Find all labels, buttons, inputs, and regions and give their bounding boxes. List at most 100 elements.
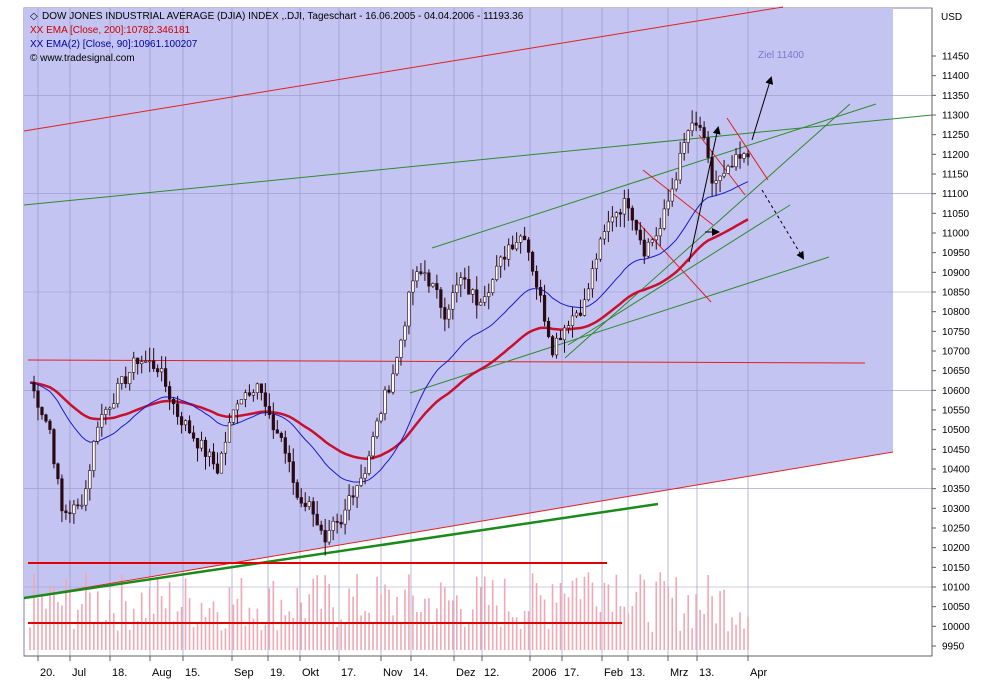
volume-bar: [467, 623, 470, 650]
candle: [666, 189, 670, 216]
candle: [550, 334, 555, 358]
candle-body: [52, 429, 56, 465]
candle: [610, 206, 614, 232]
y-axis-unit: USD: [941, 12, 962, 23]
candle: [519, 234, 523, 254]
candle: [602, 224, 606, 245]
candle: [371, 431, 375, 460]
candle: [443, 297, 447, 332]
volume-bar: [216, 612, 219, 650]
green-channel-up: [431, 103, 877, 249]
candle: [56, 462, 60, 485]
candle-body: [602, 231, 606, 240]
candle: [574, 310, 579, 318]
candle: [195, 438, 200, 462]
candle: [419, 263, 423, 276]
volume-bar: [452, 600, 454, 650]
volume-bar: [89, 592, 91, 650]
annotations: [688, 76, 805, 263]
candle: [730, 155, 734, 168]
candle: [239, 399, 244, 405]
green-support-2: [567, 204, 791, 346]
candle-body: [199, 439, 204, 449]
candle-body: [566, 325, 571, 329]
candle: [638, 222, 642, 245]
candle-body: [215, 463, 220, 474]
grid: [24, 8, 932, 656]
volume-bar: [316, 575, 318, 650]
volume-bar: [328, 583, 330, 650]
candle-body: [447, 308, 451, 320]
candle-body: [499, 256, 503, 267]
candle: [271, 402, 275, 439]
candle: [315, 501, 319, 526]
candle-body: [183, 420, 188, 426]
x-tick-label: Mrz: [670, 667, 688, 679]
candle-body: [463, 277, 467, 280]
volume-bar: [148, 587, 151, 650]
volume-bar: [595, 606, 598, 650]
candle-body: [375, 420, 379, 437]
candle-body: [379, 413, 383, 422]
candle-body: [279, 432, 283, 438]
volume-bar: [29, 627, 31, 650]
candle-body: [100, 414, 104, 428]
x-tick-label: 14.: [413, 667, 428, 679]
candle-body: [654, 235, 658, 241]
candle-body: [84, 488, 88, 506]
candle-body: [64, 510, 68, 513]
candle: [399, 338, 403, 366]
volume-bar: [268, 588, 271, 650]
candle: [702, 121, 706, 141]
volume-bar: [152, 613, 155, 650]
x-tick-label: 17.: [564, 667, 579, 679]
candle-body: [578, 312, 583, 316]
candle-body: [160, 368, 164, 373]
y-tick-label: 10750: [942, 327, 970, 338]
y-tick-label: 10150: [942, 563, 970, 574]
x-tick-label: Aug: [152, 667, 172, 679]
volume-bar: [33, 573, 35, 650]
candle-body: [734, 154, 738, 168]
candle-body: [36, 390, 40, 408]
candle-body: [355, 485, 359, 498]
candle: [706, 131, 710, 164]
candle: [323, 518, 327, 556]
candle: [327, 519, 331, 545]
candle-body: [550, 336, 555, 356]
candle-body: [542, 294, 547, 322]
volume-bar: [136, 620, 139, 650]
candle-body: [558, 337, 563, 341]
candle: [439, 287, 443, 319]
candle: [48, 419, 52, 435]
candle-body: [435, 283, 439, 290]
candle: [447, 304, 451, 329]
candle: [183, 419, 188, 432]
candle: [187, 415, 192, 435]
candle-body: [287, 452, 291, 463]
red-flag2-up: [726, 117, 769, 181]
candle-body: [144, 360, 148, 363]
candle-body: [598, 238, 603, 260]
candle-body: [714, 180, 718, 184]
volume-bar: [376, 576, 378, 650]
y-tick-label: 11450: [942, 52, 970, 63]
volume-bar: [288, 611, 291, 650]
candle: [387, 385, 391, 394]
candle: [211, 443, 216, 470]
candle-body: [678, 153, 682, 181]
candle-body: [311, 501, 315, 515]
volume-bar: [687, 595, 689, 650]
volume-bar: [743, 628, 745, 650]
candle: [622, 189, 626, 228]
volume-bar: [587, 572, 590, 650]
candle: [479, 298, 483, 306]
candle: [511, 235, 515, 251]
candle: [375, 417, 379, 439]
candle: [367, 450, 371, 476]
candle: [88, 464, 92, 501]
candle-body: [263, 392, 267, 407]
volume-bar: [280, 599, 283, 650]
volume-bar: [124, 601, 127, 650]
y-tick-label: 10450: [942, 445, 970, 456]
